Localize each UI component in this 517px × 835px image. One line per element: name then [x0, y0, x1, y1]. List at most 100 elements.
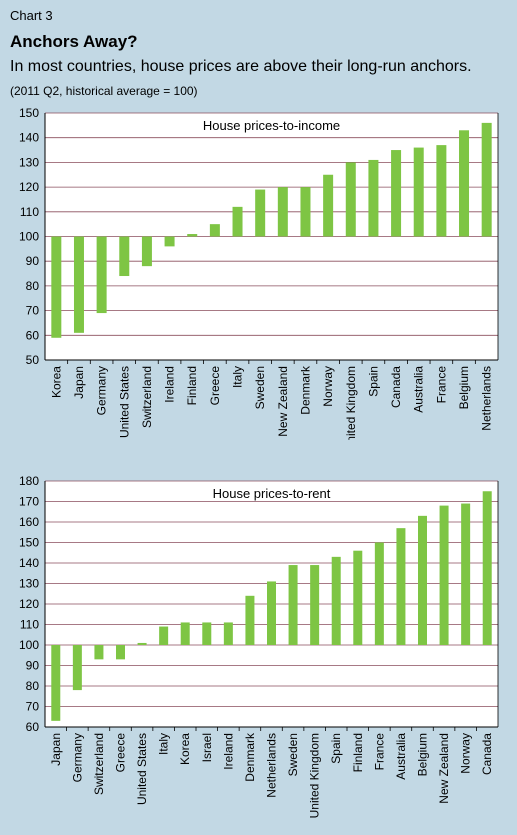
income-bar [141, 236, 152, 267]
rent-bar [461, 503, 471, 645]
income-category-label: Sweden [253, 366, 267, 409]
income-bar [209, 224, 220, 237]
rent-category-label: Italy [157, 733, 171, 755]
income-y-tick-label: 50 [26, 353, 40, 367]
income-y-tick-label: 90 [26, 254, 40, 268]
rent-category-label: New Zealand [437, 733, 451, 804]
rent-category-label: Korea [178, 733, 192, 765]
income-bar [345, 162, 356, 237]
rent-y-tick-label: 160 [19, 515, 39, 529]
rent-category-label: United States [135, 733, 149, 805]
rent-category-label: Denmark [243, 732, 257, 782]
income-category-label: New Zealand [276, 366, 290, 437]
income-y-tick-label: 110 [20, 205, 39, 219]
rent-category-label: Finland [351, 733, 365, 772]
rent-bar [137, 642, 147, 645]
rent-panel-title: House prices-to-rent [213, 486, 331, 501]
income-category-label: Italy [231, 366, 245, 388]
rent-bar [72, 645, 82, 691]
rent-bar [94, 645, 104, 660]
chart-title: Anchors Away? [10, 32, 138, 51]
income-bar [323, 174, 334, 237]
income-category-label: Canada [389, 366, 403, 408]
rent-category-label: Norway [459, 733, 473, 774]
income-bar [164, 236, 175, 247]
income-bar [368, 159, 379, 237]
income-chart: 50 60 70 80 90 100 110 120 130 140 150 Korea Japan Ge… [19, 106, 499, 440]
rent-y-tick-label: 120 [19, 597, 39, 611]
income-y-tick-label: 140 [19, 131, 39, 145]
rent-y-tick-label: 60 [26, 720, 40, 734]
income-bar [255, 189, 266, 237]
income-y-tick-label: 60 [26, 328, 40, 342]
rent-y-tick-label: 100 [19, 638, 39, 652]
income-category-label: Greece [208, 366, 222, 406]
rent-bar [159, 626, 169, 645]
rent-category-label: Ireland [221, 733, 235, 770]
rent-y-tick-label: 140 [19, 556, 39, 570]
income-category-label: Switzerland [140, 366, 154, 428]
rent-category-label: France [372, 733, 386, 771]
rent-bar [51, 645, 61, 721]
rent-y-tick-label: 180 [19, 474, 39, 488]
rent-category-label: Belgium [416, 733, 430, 776]
income-bar [413, 147, 424, 237]
rent-bar [331, 556, 341, 645]
rent-y-tick-label: 150 [19, 536, 39, 550]
rent-bar [482, 491, 492, 645]
income-category-label: Netherlands [480, 366, 494, 431]
rent-y-tick-label: 170 [19, 495, 39, 509]
income-category-label: Germany [95, 366, 109, 415]
rent-y-tick-label: 80 [26, 679, 40, 693]
rent-bar [310, 565, 320, 645]
rent-category-label: Greece [114, 733, 128, 773]
income-bar [73, 236, 84, 333]
income-category-label: France [434, 366, 448, 404]
rent-bar [245, 595, 255, 645]
rent-category-label: Japan [49, 733, 63, 766]
income-bar [436, 145, 447, 237]
income-bar [459, 130, 470, 237]
income-bar [277, 187, 288, 237]
rent-y-tick-label: 110 [20, 618, 39, 632]
income-bar [96, 236, 107, 314]
income-category-label: Belgium [457, 366, 471, 409]
rent-bar [202, 622, 212, 645]
income-bar [232, 206, 243, 237]
rent-category-label: Germany [70, 733, 84, 782]
income-y-tick-label: 100 [19, 230, 39, 244]
rent-bar [223, 622, 233, 645]
income-y-tick-label: 130 [19, 155, 39, 169]
income-bar [51, 236, 62, 338]
income-y-tick-label: 120 [19, 180, 39, 194]
income-y-tick-label: 80 [26, 279, 40, 293]
rent-bar [439, 505, 449, 645]
income-bar [481, 122, 492, 237]
income-bar [391, 150, 402, 237]
rent-bar [116, 645, 125, 660]
income-category-label: United States [117, 366, 131, 438]
income-category-label: Denmark [298, 365, 312, 415]
rent-category-label: Canada [480, 733, 494, 775]
rent-category-label: Sweden [286, 733, 300, 776]
income-bar [119, 236, 130, 277]
rent-category-label: United Kingdom [308, 733, 322, 818]
rent-bar [288, 565, 298, 645]
chart-note: (2011 Q2, historical average = 100) [10, 84, 198, 98]
rent-y-tick-label: 130 [19, 577, 39, 591]
chart-subtitle: In most countries, house prices are abov… [10, 58, 472, 75]
rent-category-label: Netherlands [265, 733, 279, 798]
income-category-label: Spain [366, 366, 380, 397]
income-panel-title: House prices-to-income [203, 118, 340, 133]
income-category-label: Finland [185, 366, 199, 405]
income-category-label: Norway [321, 366, 335, 407]
rent-bar [180, 622, 190, 645]
rent-category-label: Australia [394, 733, 408, 780]
income-category-label: Ireland [163, 366, 177, 403]
rent-bar [396, 528, 406, 645]
rent-category-label: Spain [329, 733, 343, 764]
rent-bar [267, 581, 276, 645]
income-category-label: United Kingdom [344, 366, 358, 440]
income-category-label: Korea [49, 366, 63, 398]
income-category-label: Japan [72, 366, 86, 399]
